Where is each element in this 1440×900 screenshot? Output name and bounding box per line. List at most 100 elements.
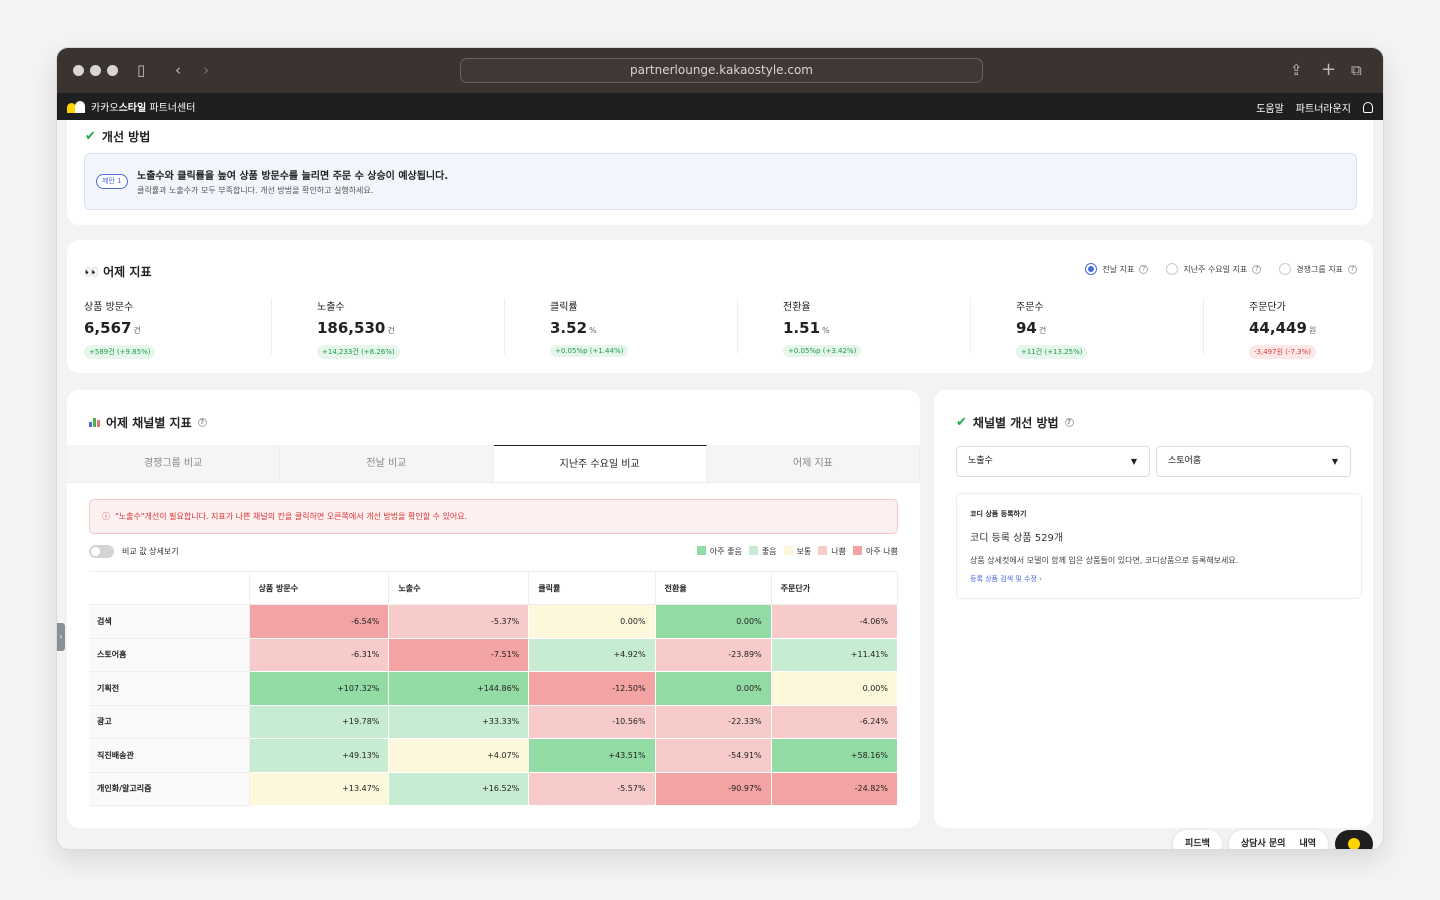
channel-heatmap-table: 상품 방문수 노출수 클릭률 전환율 주문단가 검색 -6.54% -5.37% 0.00% 0…	[89, 571, 899, 806]
edit-registered-products-link[interactable]: 등록 상품 검색 및 수정 ›	[970, 575, 1042, 583]
caret-down-icon: ▼	[1130, 457, 1137, 466]
heatmap-cell[interactable]: -24.82%	[771, 772, 899, 806]
heatmap-cell[interactable]: 0.00%	[528, 604, 656, 639]
heatmap-cell[interactable]: 0.00%	[771, 671, 899, 706]
help-icon[interactable]: ?	[1252, 264, 1262, 274]
heatmap-cell[interactable]: -5.37%	[388, 604, 530, 639]
fix-suggestion-box: 코디 상품 등록하기 코디 등록 상품 529개 상품 상세컷에서 모델이 함께…	[956, 493, 1362, 599]
divider	[970, 298, 971, 354]
share-icon[interactable]: ⇪	[1290, 61, 1303, 79]
back-icon[interactable]: ‹	[175, 61, 181, 79]
heatmap-cell[interactable]: +107.32%	[249, 671, 390, 706]
window-controls[interactable]	[73, 65, 118, 76]
zoom-dot[interactable]	[107, 65, 118, 76]
tab-last-wednesday[interactable]: 지난주 수요일 비교	[493, 445, 707, 482]
partner-lounge-link[interactable]: 파트너라운지	[1295, 104, 1351, 115]
brand-logo[interactable]: 카카오스타일 파트너센터	[67, 99, 195, 114]
radio-previous-day[interactable]: 전날 지표?	[1085, 263, 1149, 275]
heatmap-cell[interactable]: -4.06%	[771, 604, 899, 639]
heatmap-cell[interactable]: +4.92%	[528, 638, 656, 672]
help-icon[interactable]: ?	[1348, 264, 1357, 274]
tab-previous-day[interactable]: 전날 비교	[280, 445, 494, 482]
channel-name: 검색	[89, 604, 250, 639]
inquiry-button[interactable]: 상담사 문의 내역	[1228, 830, 1328, 849]
address-bar[interactable]: partnerlounge.kakaostyle.com	[460, 58, 983, 83]
metric-item: 주문단가 44,449 원 -3,497원 (-7.3%)	[1249, 298, 1383, 359]
column-header: 클릭률	[528, 571, 656, 605]
fix-title: 채널별 개선 방법	[972, 416, 1059, 430]
heatmap-cell[interactable]: -6.54%	[249, 604, 390, 639]
chatbot-icon[interactable]	[1335, 830, 1373, 849]
heatmap-cell[interactable]: +4.07%	[388, 738, 530, 773]
metric-delta-badge: +11건 (+13.25%)	[1016, 345, 1088, 359]
improvement-card: ✔ 개선 방법 제안 1 노출수와 클릭률을 높여 상품 방문수를 늘리면 주문 …	[67, 120, 1373, 225]
help-icon[interactable]: ?	[1139, 264, 1149, 274]
heatmap-cell[interactable]: +13.47%	[249, 772, 390, 806]
heatmap-cell[interactable]: -7.51%	[388, 638, 530, 672]
heatmap-cell[interactable]: -54.91%	[655, 738, 772, 773]
help-icon[interactable]: ?	[197, 418, 207, 427]
suggestion-detail: 클릭률과 노출수가 모두 부족합니다. 개선 방법을 확인하고 실행하세요.	[137, 186, 374, 195]
channel-improvement-card: ✔ 채널별 개선 방법? 노출수 ▼ 스토어홈 ▼ 코디 상품 등록하기 코디 등록 …	[934, 390, 1373, 828]
heatmap-cell[interactable]: -22.33%	[655, 705, 772, 739]
comparison-radio-group: 전날 지표? 지난주 수요일 지표? 경쟁그룹 지표?	[1085, 263, 1357, 275]
close-dot[interactable]	[73, 65, 84, 76]
heatmap-cell[interactable]: 0.00%	[655, 671, 772, 706]
heatmap-cell[interactable]: +43.51%	[528, 738, 656, 773]
column-header: 주문단가	[771, 571, 899, 605]
forward-icon[interactable]: ›	[203, 61, 209, 79]
tab-competitor[interactable]: 경쟁그룹 비교	[67, 445, 281, 482]
help-icon[interactable]: ?	[1064, 418, 1074, 427]
heatmap-cell[interactable]: +11.41%	[771, 638, 899, 672]
feedback-button[interactable]: 피드백	[1173, 830, 1222, 849]
heatmap-cell[interactable]: -10.56%	[528, 705, 656, 739]
heatmap-cell[interactable]: -12.50%	[528, 671, 656, 706]
legend-normal: 보통	[783, 546, 811, 557]
heatmap-cell[interactable]: +16.52%	[388, 772, 530, 806]
heatmap-cell[interactable]: +49.13%	[249, 738, 390, 773]
legend-bad: 나쁨	[818, 546, 846, 557]
heatmap-cell[interactable]: +19.78%	[249, 705, 390, 739]
heatmap-cell[interactable]: +58.16%	[771, 738, 899, 773]
sidebar-toggle-icon[interactable]: ▯	[137, 61, 146, 79]
side-panel-handle[interactable]: ›	[57, 623, 65, 651]
heatmap-cell[interactable]: +33.33%	[388, 705, 530, 739]
metric-item: 클릭률 3.52% +0.05%p (+1.44%)	[550, 298, 782, 357]
table-row: 직진배송관 +49.13% +4.07% +43.51% -54.91% +58.16%	[89, 738, 899, 773]
metric-select[interactable]: 노출수 ▼	[956, 446, 1150, 477]
heatmap-cell[interactable]: -23.89%	[655, 638, 772, 672]
new-tab-icon[interactable]: +	[1321, 59, 1337, 80]
radio-last-wednesday[interactable]: 지난주 수요일 지표?	[1166, 263, 1262, 275]
heatmap-cell[interactable]: 0.00%	[655, 604, 772, 639]
metric-item: 전환율 1.51% +0.05%p (+3.42%)	[783, 298, 1015, 357]
metric-label: 전환율	[783, 302, 811, 313]
minimize-dot[interactable]	[90, 65, 101, 76]
radio-competitor-group[interactable]: 경쟁그룹 지표?	[1279, 263, 1357, 275]
heatmap-cell[interactable]: -6.31%	[249, 638, 390, 672]
legend-very-good: 아주 좋음	[696, 546, 742, 557]
channel-title: 어제 채널별 지표	[106, 416, 192, 430]
tab-yesterday[interactable]: 어제 지표	[707, 445, 920, 482]
tabs-overview-icon[interactable]: ⧉	[1351, 61, 1362, 79]
legend-very-bad: 아주 나쁨	[853, 546, 898, 557]
history-link[interactable]: 내역	[1299, 839, 1316, 849]
toggle-label: 비교 값 상세보기	[122, 547, 179, 556]
fix-suggestion-title: 코디 상품 등록하기	[970, 510, 1027, 518]
help-link[interactable]: 도움말	[1256, 104, 1284, 115]
column-header: 노출수	[388, 571, 530, 605]
check-icon: ✔	[85, 129, 96, 144]
metric-label: 주문단가	[1249, 302, 1286, 313]
metric-label: 클릭률	[550, 302, 578, 313]
suggestion-box: 제안 1 노출수와 클릭률을 높여 상품 방문수를 늘리면 주문 수 상승이 예…	[84, 153, 1357, 210]
heatmap-cell[interactable]: -5.57%	[528, 772, 656, 806]
heatmap-cell[interactable]: +144.86%	[388, 671, 530, 706]
detail-toggle[interactable]	[89, 545, 114, 558]
channel-name: 기획전	[89, 671, 250, 706]
bell-icon[interactable]	[1363, 102, 1373, 113]
heatmap-cell[interactable]: -90.97%	[655, 772, 772, 806]
suggestion-headline: 노출수와 클릭률을 높여 상품 방문수를 늘리면 주문 수 상승이 예상됩니다.	[137, 171, 449, 182]
channel-name: 직진배송관	[89, 738, 250, 773]
app-header: 카카오스타일 파트너센터 도움말 파트너라운지	[57, 93, 1383, 120]
heatmap-cell[interactable]: -6.24%	[771, 705, 899, 739]
channel-select[interactable]: 스토어홈 ▼	[1156, 446, 1351, 477]
